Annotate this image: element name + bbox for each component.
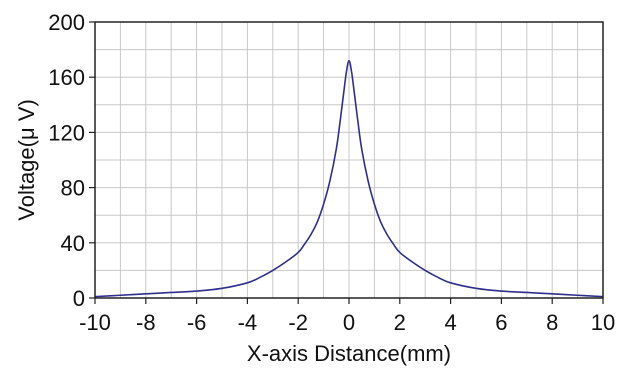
series-layer xyxy=(94,59,604,298)
y-tick-label: 80 xyxy=(61,176,85,201)
x-tick-label: -6 xyxy=(187,310,207,335)
voltage-curve-line xyxy=(94,59,604,298)
y-axis-title: Voltage(μ V) xyxy=(14,99,39,221)
x-tick-label: 8 xyxy=(546,310,558,335)
x-tick-label: 0 xyxy=(343,310,355,335)
y-tick-label: 0 xyxy=(73,286,85,311)
x-tick-label: -2 xyxy=(288,310,308,335)
y-tick-label: 160 xyxy=(48,65,85,90)
x-tick-label: -10 xyxy=(79,310,111,335)
x-tick-label: 4 xyxy=(444,310,456,335)
y-tick-label: 40 xyxy=(61,231,85,256)
x-axis-title: X-axis Distance(mm) xyxy=(247,341,451,366)
tick-layer: -10 -8 -6 -4 -2 0 2 4 6 8 10 0 40 80 120 160 200 xyxy=(48,10,615,335)
y-tick-label: 200 xyxy=(48,10,85,35)
x-tick-label: 2 xyxy=(394,310,406,335)
x-tick-label: -4 xyxy=(238,310,258,335)
y-tick-label: 120 xyxy=(48,120,85,145)
x-tick-label: -8 xyxy=(136,310,156,335)
grid-layer xyxy=(95,22,603,298)
x-tick-label: 6 xyxy=(495,310,507,335)
x-tick-label: 10 xyxy=(591,310,615,335)
